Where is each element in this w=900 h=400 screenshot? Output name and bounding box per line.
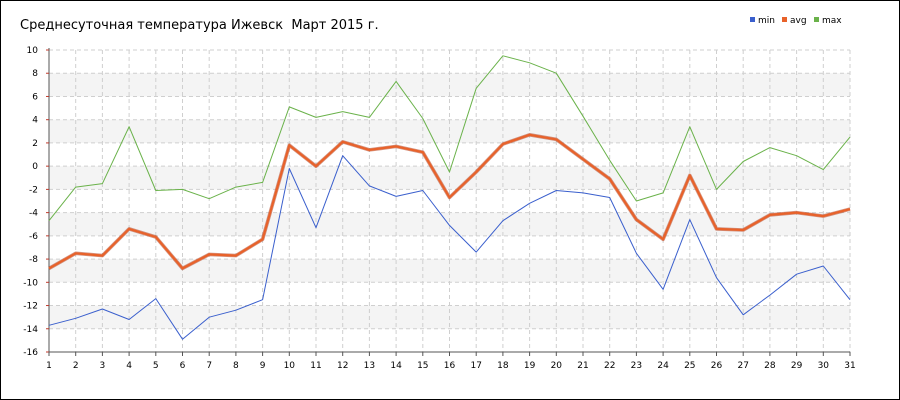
legend-swatch-min	[750, 17, 755, 22]
y-tick-label: -14	[23, 325, 38, 335]
x-tick-label: 21	[577, 361, 588, 371]
x-tick-label: 4	[126, 361, 132, 371]
x-tick-label: 11	[310, 361, 321, 371]
x-tick-label: 23	[631, 361, 642, 371]
y-tick-label: -16	[23, 348, 38, 358]
y-tick-label: 8	[32, 69, 38, 79]
series-line-max	[48, 55, 851, 222]
y-tick-label: 10	[27, 46, 39, 56]
x-tick-label: 7	[206, 361, 212, 371]
chart-title: Среднесуточная температура Ижевск Март 2…	[20, 18, 379, 33]
y-tick-label: -10	[23, 278, 38, 288]
x-tick-label: 30	[818, 361, 830, 371]
x-tick-label: 27	[737, 361, 748, 371]
plot-band	[49, 73, 850, 97]
x-tick-label: 20	[551, 361, 563, 371]
legend-item-min: min	[750, 16, 775, 26]
x-tick-label: 29	[791, 361, 803, 371]
y-tick-label: -2	[29, 185, 38, 195]
x-tick-label: 13	[364, 361, 375, 371]
x-tick-label: 12	[337, 361, 348, 371]
legend-swatch-max	[814, 17, 819, 22]
x-tick-label: 14	[390, 361, 402, 371]
x-tick-label: 31	[844, 361, 855, 371]
plot-band	[49, 119, 850, 143]
x-tick-label: 25	[684, 361, 695, 371]
x-tick-label: 3	[100, 361, 106, 371]
y-tick-label: -4	[29, 209, 38, 219]
y-tick-label: -12	[23, 302, 38, 312]
legend-label-avg: avg	[790, 16, 807, 26]
x-tick-label: 28	[764, 361, 776, 371]
x-tick-label: 1	[46, 361, 52, 371]
series-line-min	[48, 155, 851, 340]
y-tick-label: -6	[29, 232, 38, 242]
y-tick-label: 4	[32, 116, 38, 126]
x-tick-label: 15	[417, 361, 428, 371]
x-tick-label: 17	[470, 361, 481, 371]
legend-label-min: min	[758, 16, 775, 26]
x-tick-label: 8	[233, 361, 239, 371]
x-tick-label: 19	[524, 361, 536, 371]
x-tick-label: 9	[260, 361, 266, 371]
y-tick-label: 0	[32, 162, 38, 172]
x-tick-label: 24	[657, 361, 669, 371]
x-tick-label: 16	[444, 361, 456, 371]
x-tick-label: 26	[711, 361, 723, 371]
x-tick-label: 18	[497, 361, 509, 371]
legend-item-avg: avg	[782, 16, 807, 26]
x-tick-label: 2	[73, 361, 79, 371]
series-line-avg	[48, 133, 851, 270]
x-tick-label: 22	[604, 361, 615, 371]
x-tick-label: 5	[153, 361, 159, 371]
x-tick-label: 6	[180, 361, 186, 371]
y-tick-label: 2	[32, 139, 38, 149]
y-tick-label: 6	[32, 92, 38, 102]
legend-item-max: max	[814, 16, 842, 26]
legend-swatch-avg	[782, 17, 787, 22]
x-tick-label: 10	[284, 361, 296, 371]
y-tick-label: -8	[29, 255, 38, 265]
legend-label-max: max	[822, 16, 842, 26]
